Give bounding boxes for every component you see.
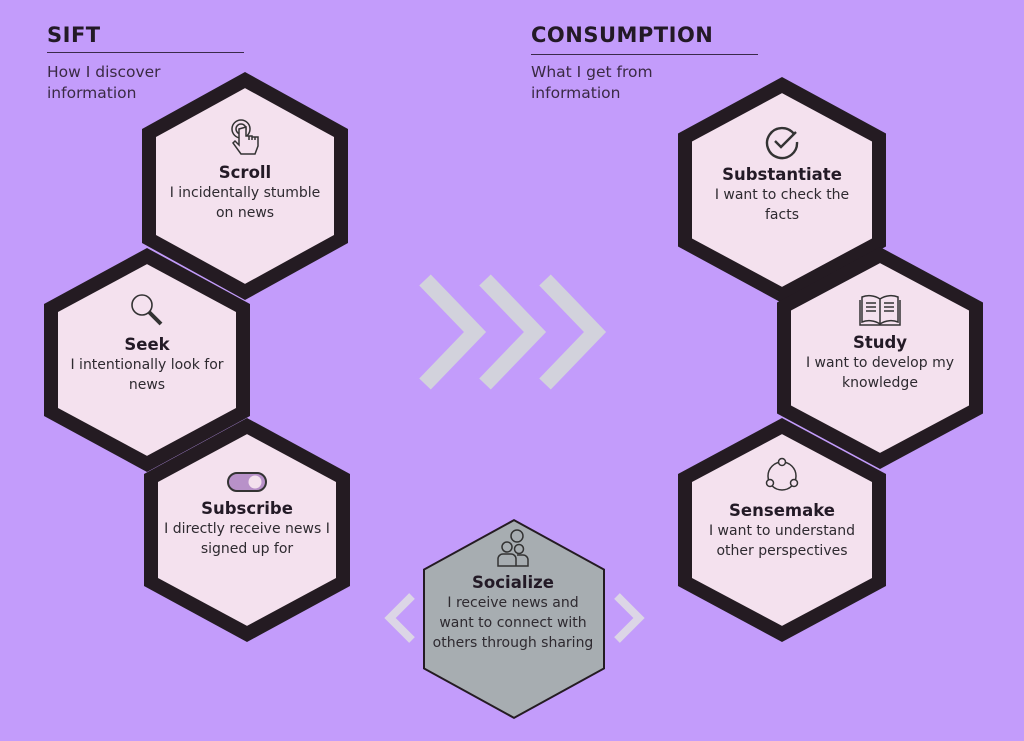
hex-substantiate: Substantiate I want to check the facts: [697, 124, 867, 225]
hex-description: I want to understand other perspectives: [708, 523, 856, 559]
hex-description: I want to develop my knowledge: [805, 355, 955, 391]
magnifier-icon: [131, 294, 163, 326]
hex-scroll: Scroll I incidentally stumble on news: [160, 118, 330, 223]
hex-description: I intentionally look for news: [70, 357, 224, 393]
sift-subtitle: How I discover information: [47, 63, 161, 102]
hex-seek: Seek I intentionally look for news: [62, 290, 232, 395]
hex-subscribe-fill: [158, 434, 336, 626]
hex-description: I want to check the facts: [714, 187, 850, 223]
hex-title: Study: [852, 333, 908, 352]
hex-study: Study I want to develop my knowledge: [795, 292, 965, 393]
hex-description: I receive news and want to connect with …: [432, 595, 594, 651]
hex-description: I directly receive news I signed up for: [164, 521, 330, 557]
hex-title: Socialize: [472, 573, 554, 592]
cycle-icon: [765, 457, 799, 491]
hex-title: Substantiate: [722, 165, 842, 184]
hex-title: Subscribe: [201, 499, 293, 518]
tap-hand-icon: [231, 119, 259, 155]
consumption-subtitle: What I get from information: [531, 63, 653, 102]
consumption-title: CONSUMPTION: [531, 23, 714, 47]
people-icon: [497, 529, 529, 567]
hex-socialize: Socialize I receive news and want to con…: [428, 528, 598, 653]
hex-substantiate-fill: [692, 93, 872, 287]
toggle-icon: [227, 472, 267, 492]
sift-divider: [47, 52, 244, 53]
check-circle-icon: [765, 126, 799, 160]
right-chevron: [614, 593, 645, 643]
hex-title: Seek: [124, 335, 170, 354]
hex-seek-fill: [58, 264, 236, 456]
consumption-divider: [531, 54, 758, 55]
sift-title: SIFT: [47, 23, 101, 47]
hex-title: Sensemake: [729, 501, 835, 520]
left-chevron: [384, 593, 415, 643]
hex-subscribe: Subscribe I directly receive news I sign…: [162, 470, 332, 559]
arrow-chevron: [479, 274, 547, 390]
arrow-chevron: [419, 274, 487, 390]
hex-sensemake-fill: [692, 434, 872, 626]
hex-socialize-fill: [425, 521, 603, 717]
arrow-chevron: [539, 274, 607, 390]
open-book-icon: [859, 294, 901, 326]
hex-study-fill: [791, 263, 969, 453]
hex-sensemake: Sensemake I want to understand other per…: [697, 456, 867, 561]
hex-scroll-fill: [156, 88, 334, 284]
hex-description: I incidentally stumble on news: [169, 185, 321, 221]
hex-title: Scroll: [218, 163, 272, 182]
